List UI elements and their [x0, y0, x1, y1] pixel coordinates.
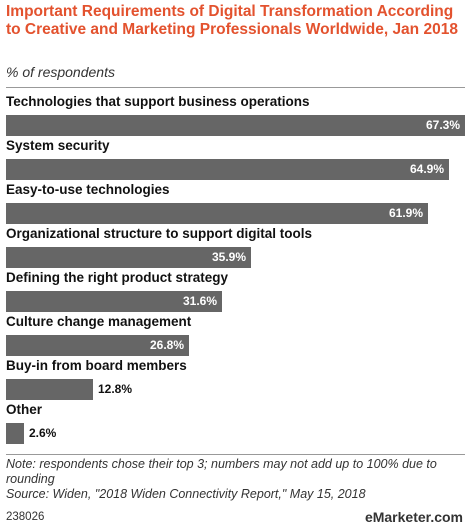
- value-label: 64.9%: [409, 162, 444, 176]
- value-label: 31.6%: [182, 294, 217, 308]
- bar: [6, 291, 222, 312]
- category-label: Technologies that support business opera…: [6, 94, 310, 109]
- category-label: System security: [6, 138, 110, 153]
- value-label: 2.6%: [29, 426, 57, 440]
- bottom-divider: [6, 454, 465, 455]
- chart-subtitle: % of respondents: [6, 64, 115, 80]
- value-label: 61.9%: [388, 206, 423, 220]
- bar: [6, 335, 189, 356]
- category-label: Other: [6, 402, 43, 417]
- category-label: Organizational structure to support digi…: [6, 226, 313, 241]
- value-label: 26.8%: [149, 338, 184, 352]
- category-label: Culture change management: [6, 314, 192, 329]
- chart-id: 238026: [6, 511, 45, 523]
- chart-source: Source: Widen, "2018 Widen Connectivity …: [6, 487, 366, 501]
- value-label: 35.9%: [211, 250, 246, 264]
- brand-logo: eMarketer.com: [364, 509, 463, 525]
- value-label: 12.8%: [98, 382, 133, 396]
- chart-note: Note: respondents chose their top 3; num…: [6, 457, 437, 486]
- bar: [6, 159, 449, 180]
- bar: [6, 203, 428, 224]
- category-label: Buy-in from board members: [6, 358, 187, 373]
- bar: [6, 247, 251, 268]
- bar: [6, 115, 465, 136]
- category-label: Easy-to-use technologies: [6, 182, 170, 197]
- top-divider: [6, 87, 465, 88]
- value-label: 67.3%: [425, 118, 460, 132]
- category-label: Defining the right product strategy: [6, 270, 229, 285]
- chart-title: Important Requirements of Digital Transf…: [6, 3, 458, 38]
- bar: [6, 423, 24, 444]
- bar: [6, 379, 93, 400]
